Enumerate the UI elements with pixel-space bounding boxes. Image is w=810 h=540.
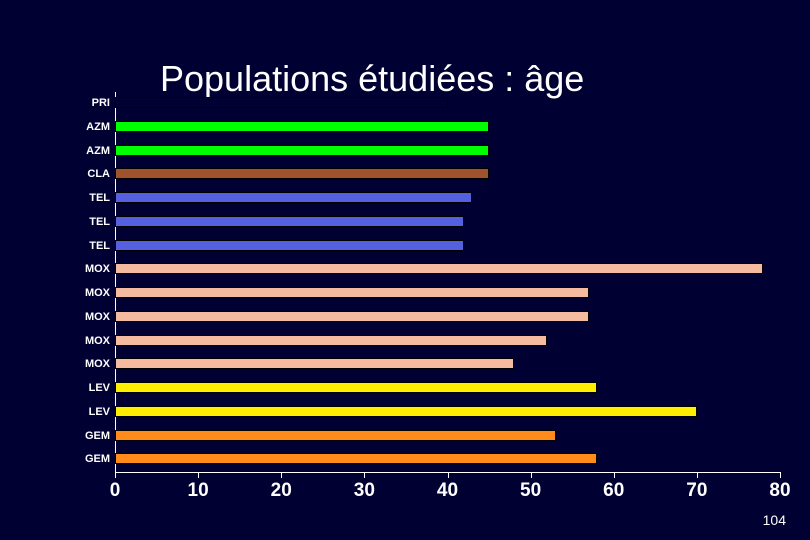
bar-row [115,306,780,330]
bar-row [115,92,780,116]
y-label: MOX [50,330,110,354]
y-label: MOX [50,282,110,306]
y-label: TEL [50,211,110,235]
x-tick-label: 60 [603,480,624,502]
x-tick-label: 10 [188,480,209,502]
bar [115,97,448,108]
x-tick [448,472,449,478]
x-tick-label: 20 [271,480,292,502]
bar [115,358,514,369]
bar-row [115,401,780,425]
x-tick-label: 70 [686,480,707,502]
x-tick [697,472,698,478]
page-number: 104 [763,512,786,528]
y-label: GEM [50,425,110,449]
bar-row [115,425,780,449]
bar [115,311,589,322]
y-label: CLA [50,163,110,187]
bar-row [115,163,780,187]
bar-row [115,353,780,377]
bar-row [115,187,780,211]
bar [115,192,472,203]
y-label: MOX [50,306,110,330]
bar-row [115,448,780,472]
bar-row [115,211,780,235]
bar [115,168,489,179]
x-tick [198,472,199,478]
x-tick [780,472,781,478]
bar [115,453,597,464]
y-label: AZM [50,116,110,140]
y-label: PRI [50,92,110,116]
bar [115,263,763,274]
bar [115,382,597,393]
y-label: MOX [50,353,110,377]
bar [115,121,489,132]
x-tick [531,472,532,478]
x-tick-label: 0 [110,480,121,502]
bar [115,287,589,298]
bar-row [115,235,780,259]
bar-row [115,377,780,401]
y-label: TEL [50,235,110,259]
x-tick [115,472,116,478]
y-label: TEL [50,187,110,211]
y-label: GEM [50,448,110,472]
y-label: LEV [50,377,110,401]
slide: Populations étudiées : âge 0102030405060… [0,0,810,540]
bar [115,430,556,441]
x-tick-label: 30 [354,480,375,502]
x-tick-label: 50 [520,480,541,502]
bar-row [115,140,780,164]
bar-row [115,330,780,354]
x-tick [281,472,282,478]
bar [115,240,464,251]
y-label: MOX [50,258,110,282]
y-label: LEV [50,401,110,425]
x-tick [364,472,365,478]
x-tick [614,472,615,478]
bar-row [115,258,780,282]
bar-row [115,116,780,140]
x-tick-label: 80 [769,480,790,502]
bar [115,335,547,346]
x-tick-label: 40 [437,480,458,502]
y-label: AZM [50,140,110,164]
bar-row [115,282,780,306]
chart-area: 01020304050607080 PRIAZMAZMCLATELTELTELM… [50,92,780,472]
bar [115,406,697,417]
bar [115,145,489,156]
bar [115,216,464,227]
